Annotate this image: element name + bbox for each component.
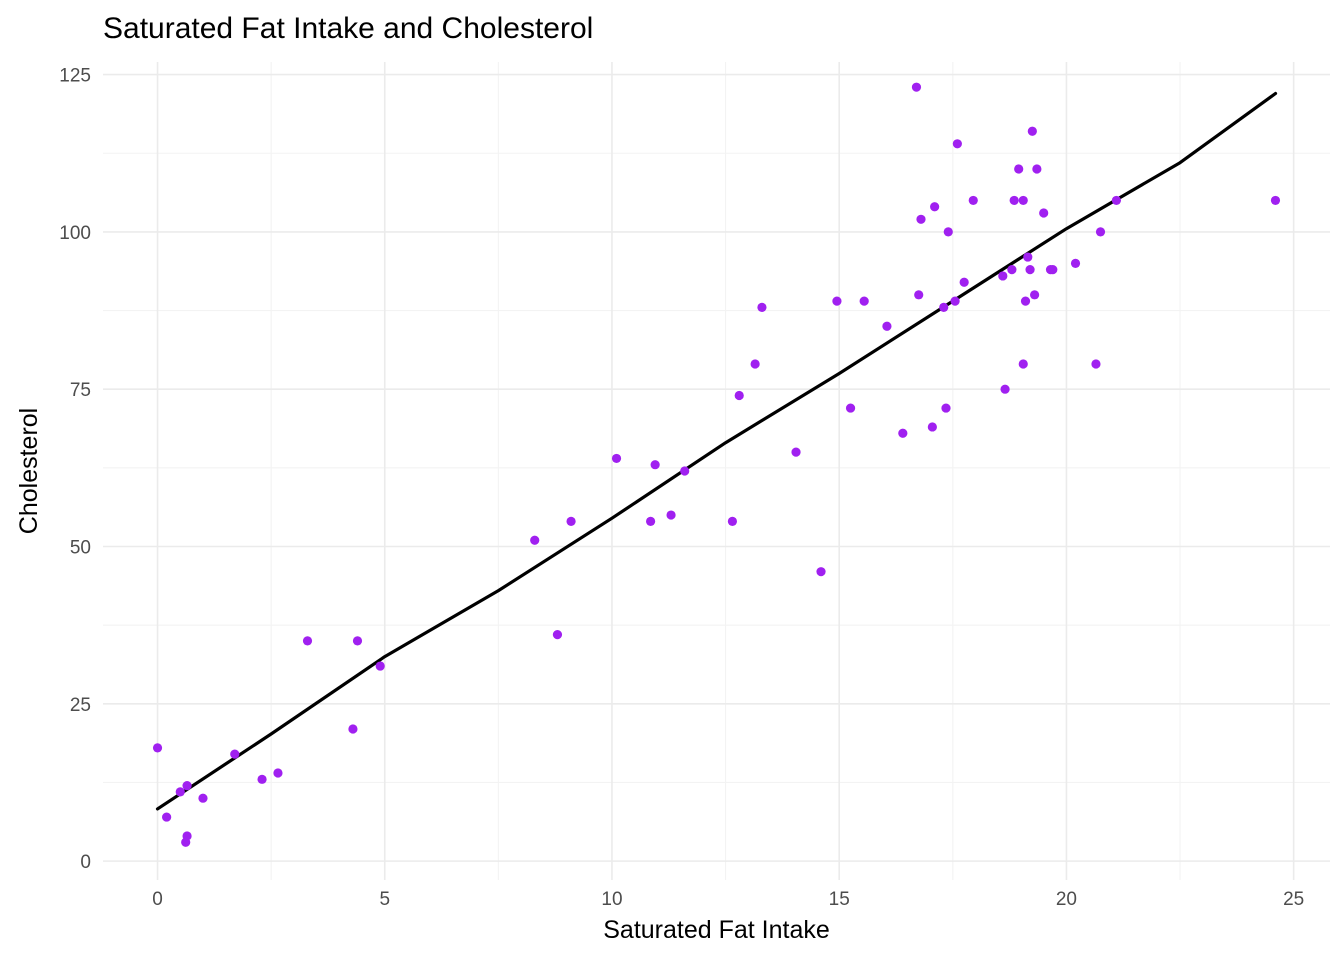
trend-line-group (155, 91, 1278, 811)
data-point (257, 774, 267, 784)
data-point (1007, 265, 1017, 275)
data-point (198, 793, 208, 803)
data-point (1070, 258, 1081, 268)
data-point (1048, 265, 1058, 275)
data-point (914, 290, 924, 300)
data-point (375, 661, 385, 671)
points-group (152, 82, 1281, 847)
data-point (750, 359, 760, 369)
data-point (1018, 195, 1028, 206)
y-tick-label: 100 (59, 223, 91, 244)
data-point (650, 460, 660, 470)
data-point (898, 428, 908, 438)
data-point (916, 214, 926, 224)
data-point (1023, 252, 1033, 262)
data-point (152, 743, 163, 753)
data-point (816, 567, 826, 577)
data-point (348, 724, 358, 734)
y-tick-label: 25 (70, 695, 91, 716)
data-point (352, 636, 363, 646)
data-point (998, 271, 1008, 281)
data-point (1030, 290, 1040, 300)
data-point (1095, 227, 1106, 237)
y-axis-ticks: 0 25 50 75 100 125 (59, 66, 91, 874)
data-point (791, 447, 801, 457)
x-tick-label: 5 (379, 889, 390, 910)
data-point (1009, 195, 1019, 206)
data-point (162, 812, 172, 822)
data-point (727, 516, 738, 526)
data-point (1111, 195, 1122, 206)
data-point (943, 227, 953, 237)
data-point (1025, 265, 1035, 275)
data-point (181, 837, 191, 847)
data-point (734, 390, 744, 401)
data-point (646, 516, 656, 526)
data-point (1270, 195, 1281, 206)
data-point (941, 403, 951, 413)
y-tick-label: 125 (59, 66, 91, 87)
data-point (302, 636, 313, 646)
data-point (911, 82, 922, 92)
data-point (927, 422, 937, 432)
y-axis-title: Cholesterol (15, 408, 43, 534)
y-tick-label: 50 (70, 538, 91, 559)
chart-title: Saturated Fat Intake and Cholesterol (103, 12, 594, 45)
data-point (968, 195, 978, 206)
x-tick-label: 0 (152, 889, 163, 910)
data-point (882, 321, 892, 331)
data-point (939, 302, 949, 312)
x-tick-label: 10 (601, 889, 622, 910)
data-point (175, 787, 185, 797)
data-point (530, 535, 540, 545)
data-point (1091, 359, 1101, 369)
data-point (930, 202, 940, 212)
trend-line (155, 91, 1278, 811)
y-tick-label: 0 (80, 852, 91, 873)
data-point (950, 296, 960, 306)
data-point (680, 466, 690, 476)
data-point (666, 510, 676, 520)
data-point (845, 403, 856, 413)
data-point (552, 630, 563, 640)
data-point (230, 749, 240, 759)
data-point (611, 453, 622, 464)
grid (103, 62, 1330, 880)
data-point (182, 781, 192, 791)
x-axis-ticks: 0 5 10 15 20 25 (152, 889, 1304, 910)
data-point (1020, 296, 1031, 306)
x-tick-label: 15 (829, 889, 850, 910)
data-point (1014, 164, 1024, 174)
x-tick-label: 25 (1283, 889, 1304, 910)
data-point (757, 302, 767, 312)
data-point (952, 139, 962, 149)
y-tick-label: 75 (70, 380, 91, 401)
data-point (273, 768, 283, 778)
data-point (566, 516, 576, 526)
data-point (959, 277, 969, 287)
data-point (1039, 208, 1049, 218)
data-point (832, 296, 842, 306)
data-point (1032, 164, 1042, 174)
data-point (1000, 384, 1010, 394)
x-tick-label: 20 (1056, 889, 1077, 910)
x-axis-title: Saturated Fat Intake (603, 916, 830, 944)
data-point (859, 296, 869, 306)
data-point (1018, 359, 1028, 369)
data-point (1027, 126, 1037, 136)
